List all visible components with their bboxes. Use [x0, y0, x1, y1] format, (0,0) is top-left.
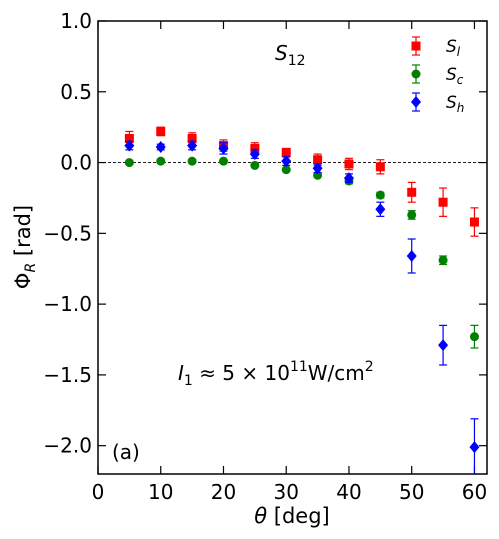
legend-label-s-l: Sl	[446, 37, 461, 59]
data-point-s-h	[187, 139, 198, 152]
legend-entry-s-c: Sc	[411, 64, 464, 87]
y-axis-label-unit: [rad]	[11, 205, 35, 256]
legend-marker-s-h	[411, 92, 421, 112]
data-point-s-c	[438, 255, 448, 265]
data-point-s-h	[124, 139, 135, 152]
data-point-s-l	[124, 133, 134, 143]
y-axis-label-symbol: Φ	[11, 273, 35, 290]
data-point-s-h	[281, 155, 292, 168]
intensity-exponent: 11	[290, 359, 308, 375]
data-point-s-c	[469, 332, 479, 342]
panel-label: (a)	[112, 440, 140, 464]
data-point-s-c	[218, 156, 228, 166]
x-tick-label: 40	[336, 480, 361, 504]
legend-label-s-c: Sc	[446, 65, 464, 87]
data-point-s-h	[312, 162, 323, 175]
intensity-symbol: I	[178, 361, 184, 385]
x-tick-label: 0	[92, 480, 105, 504]
x-tick-label: 30	[273, 480, 298, 504]
y-axis-label-sub: R	[23, 263, 39, 273]
series-s-c	[124, 156, 479, 349]
plot-frame	[97, 20, 488, 475]
intensity-unit: W/cm	[308, 361, 365, 385]
data-point-s-l	[469, 217, 479, 227]
data-point-s-l	[187, 133, 197, 143]
data-point-s-h	[155, 140, 166, 153]
y-tick-label: 0.0	[60, 151, 92, 175]
x-tick-label: 50	[399, 480, 424, 504]
data-point-s-l	[281, 148, 291, 158]
data-point-s-h	[343, 172, 354, 185]
data-point-s-h	[438, 339, 449, 352]
y-tick-label: −1.5	[43, 363, 92, 387]
panel-title-sub: 12	[288, 53, 306, 69]
data-point-s-c	[156, 156, 166, 166]
series-layer	[124, 126, 480, 474]
legend: Sl Sc Sh	[411, 36, 464, 115]
data-point-s-l	[438, 197, 448, 207]
y-tick-label: −0.5	[43, 221, 92, 245]
ticks-layer: 0 10 20 30 40 50 60 1.0 0.5 0.0 −0.5 −1.0 −1.5 −2.0	[43, 9, 487, 504]
data-point-s-c	[187, 156, 197, 166]
legend-symbol	[411, 41, 421, 51]
x-axis-label-symbol: θ	[254, 504, 267, 528]
legend-symbol	[411, 96, 421, 108]
data-point-s-c	[281, 165, 291, 175]
data-point-s-l	[375, 162, 385, 172]
intensity-unit-exponent: 2	[365, 359, 374, 375]
data-point-s-l	[156, 126, 166, 136]
x-tick-label: 60	[462, 480, 487, 504]
data-point-s-h	[469, 441, 480, 454]
x-axis-label: θ [deg]	[254, 504, 330, 528]
plot-area	[98, 21, 487, 474]
x-tick-label: 10	[148, 480, 173, 504]
y-tick-label: 0.5	[60, 80, 92, 104]
series-s-h	[124, 139, 480, 474]
y-tick-label: −2.0	[43, 434, 92, 458]
data-point-s-c	[375, 190, 385, 200]
y-tick-label: −1.0	[43, 292, 92, 316]
x-tick-label: 20	[211, 480, 236, 504]
legend-marker-s-c	[411, 64, 421, 84]
legend-entry-s-h: Sh	[411, 92, 464, 115]
intensity-annotation: I1 ≈ 5 × 1011W/cm2	[178, 359, 374, 389]
data-point-s-c	[124, 158, 134, 168]
intensity-value: ≈ 5 × 10	[193, 361, 290, 385]
data-point-s-h	[406, 249, 417, 262]
intensity-symbol-sub: 1	[184, 373, 193, 389]
data-point-s-l	[407, 187, 417, 197]
data-point-s-h	[249, 148, 260, 161]
legend-label-s-h: Sh	[446, 93, 464, 115]
panel-title: S12	[275, 41, 306, 69]
x-axis-label-unit: [deg]	[274, 504, 330, 528]
data-point-s-l	[344, 159, 354, 169]
data-point-s-c	[407, 210, 417, 220]
y-tick-label: 1.0	[60, 9, 92, 33]
data-point-s-h	[218, 142, 229, 155]
data-point-s-l	[313, 155, 323, 165]
legend-symbol	[411, 69, 421, 79]
data-point-s-c	[250, 160, 260, 170]
legend-entry-s-l: Sl	[411, 36, 461, 59]
data-point-s-h	[375, 203, 386, 216]
legend-marker-s-l	[411, 36, 421, 56]
y-axis-label: ΦR [rad]	[11, 205, 39, 289]
panel-title-main: S	[275, 41, 288, 65]
